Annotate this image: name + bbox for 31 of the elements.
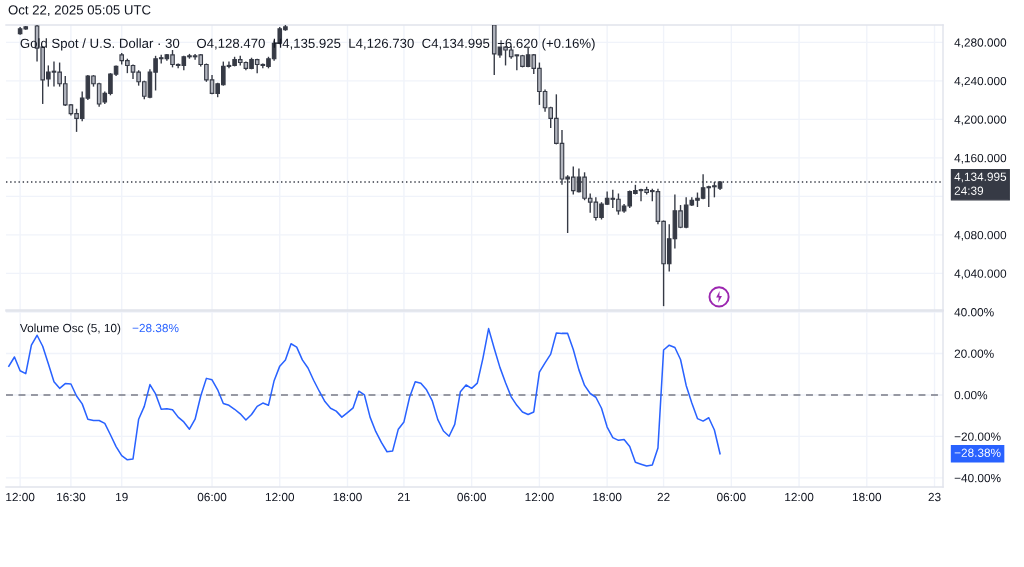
x-tick-label: 12:00 (265, 492, 295, 502)
x-tick-label: 12:00 (785, 492, 814, 502)
annotation: −28.38% (132, 323, 179, 333)
y-tick-label: 40.00% (954, 308, 994, 317)
y-tick-label: 4,040.000 (954, 269, 1007, 280)
x-tick-label: 16:30 (57, 492, 86, 502)
x-tick-label: 06:00 (717, 492, 746, 502)
series-label: Volume Osc (5, 10) (19, 323, 121, 335)
x-tick-label: 21 (397, 492, 410, 502)
y-tick-label: 4,080.000 (954, 230, 1007, 241)
x-tick-label: 12:00 (6, 492, 35, 502)
y-tick-label: 4,240.000 (954, 76, 1007, 87)
y-tick-label: 4,200.000 (954, 115, 1007, 126)
text: −28.38% (954, 448, 1001, 457)
x-tick-label: 06:00 (197, 492, 227, 502)
x-tick-label: 23 (928, 492, 941, 502)
x-tick-label: 18:00 (593, 492, 622, 502)
x-tick-label: 18:00 (852, 492, 882, 502)
y-tick-label: −20.00% (954, 432, 1001, 441)
y-tick-label: 0.00% (954, 390, 988, 400)
x-tick-label: 06:00 (457, 492, 486, 502)
x-tick-label: 18:00 (333, 492, 362, 502)
x-tick-label: 19 (116, 492, 128, 502)
x-tick-label: 22 (657, 492, 670, 502)
text: Oct 22, 2025 05:05 UTC (8, 5, 151, 17)
x-tick-label: 12:00 (525, 492, 554, 502)
y-tick-label: 20.00% (954, 349, 994, 358)
ref-line-label: 4,134.995 24:39 (954, 172, 1007, 195)
y-tick-label: −40.00% (954, 473, 1001, 483)
y-tick-label: 4,280.000 (954, 38, 1007, 49)
y-tick-label: 4,160.000 (954, 153, 1007, 164)
